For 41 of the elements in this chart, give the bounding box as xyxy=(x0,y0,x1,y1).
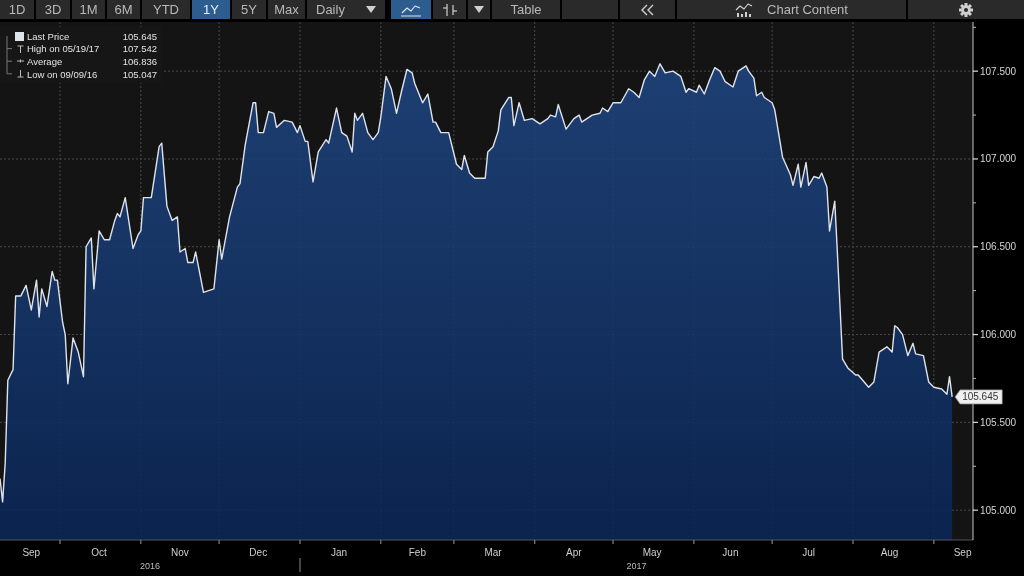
button: YTD xyxy=(142,0,190,19)
x-tick-label: Mar xyxy=(484,547,503,558)
x-tick-label: Sep xyxy=(953,547,972,558)
button: Table xyxy=(492,0,560,19)
x-tick-label: Aug xyxy=(880,547,899,558)
text: 2017 xyxy=(626,561,647,571)
y-tick-label: 106.500 xyxy=(980,241,1017,253)
button: 5Y xyxy=(232,0,266,19)
text: 2016 xyxy=(139,561,161,571)
button: Daily xyxy=(307,0,385,19)
annotation: 106.836 xyxy=(122,55,157,67)
button: Chart Content xyxy=(677,0,906,19)
text: 105.645 xyxy=(122,30,157,42)
legend-label: Last Price xyxy=(27,30,71,42)
button: 3D xyxy=(36,0,70,19)
y-tick-label: 106.000 xyxy=(980,329,1017,341)
annotation: Low on 09/09/16 xyxy=(27,68,99,80)
x-tick-label: Dec xyxy=(249,547,268,558)
x-tick-label: Jul xyxy=(802,547,816,558)
annotation: 105.047 xyxy=(122,68,157,80)
x-tick-label: May xyxy=(642,547,662,558)
button: Max xyxy=(268,0,305,19)
y-tick-label: 107.000 xyxy=(980,153,1017,165)
data-label: 105.645 xyxy=(962,391,999,403)
annotation: High on 05/19/17 xyxy=(27,43,101,55)
annotation: 107.542 xyxy=(122,43,157,55)
y-tick-label: 107.500 xyxy=(980,65,1017,77)
button: 1Y xyxy=(192,0,230,19)
annotation: Average xyxy=(27,55,64,67)
button: 1M xyxy=(72,0,105,19)
y-tick-label: 105.000 xyxy=(980,504,1017,516)
button: 1D xyxy=(0,0,34,19)
button: 6M xyxy=(107,0,140,19)
x-tick-label: Sep xyxy=(22,547,41,558)
x-tick-label: Jun xyxy=(722,547,739,558)
x-tick-label: Feb xyxy=(408,547,427,558)
x-tick-label: Oct xyxy=(91,547,108,558)
x-tick-label: Apr xyxy=(566,547,583,558)
y-tick-label: 105.500 xyxy=(980,416,1017,428)
x-tick-label: Jan xyxy=(331,547,348,558)
x-tick-label: Nov xyxy=(171,547,189,558)
